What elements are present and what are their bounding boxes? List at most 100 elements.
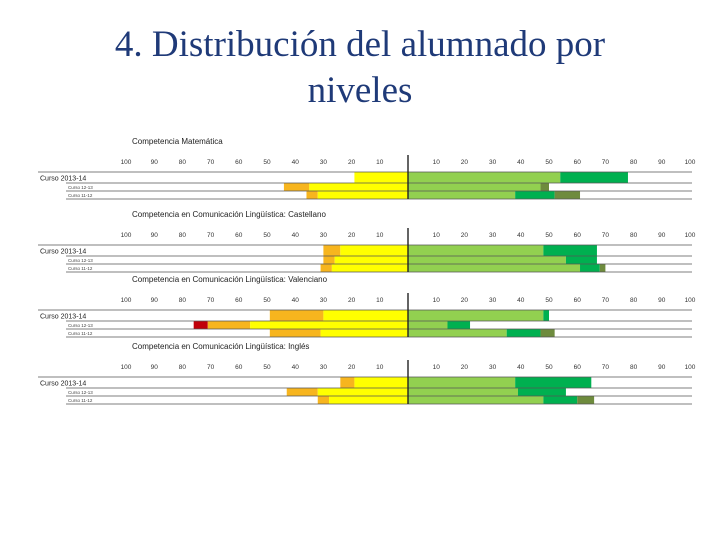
bar-segment	[565, 256, 597, 264]
tick-label: 80	[630, 297, 638, 304]
tick-label: 50	[263, 364, 271, 371]
bar-segment	[323, 245, 341, 256]
bar-segment	[354, 172, 408, 183]
tick-label: 100	[121, 297, 132, 304]
tick-label: 60	[574, 232, 582, 239]
bar-segment	[340, 377, 355, 388]
tick-label: 70	[602, 364, 610, 371]
tick-label: 80	[179, 232, 187, 239]
panel-title: Competencia en Comunicación Lingüística:…	[132, 210, 326, 219]
bar-segment	[560, 172, 628, 183]
row-label: Curso 11-12	[68, 193, 93, 198]
tick-label: 50	[545, 232, 553, 239]
bar-segment	[408, 329, 507, 337]
tick-label: 70	[207, 159, 215, 166]
bar-segment	[408, 191, 516, 199]
tick-label: 10	[376, 297, 384, 304]
bar-segment	[269, 329, 321, 337]
tick-label: 40	[517, 297, 525, 304]
row-label: Curso 2013-14	[40, 176, 86, 183]
tick-label: 30	[489, 232, 497, 239]
tick-label: 90	[658, 364, 666, 371]
row-label: Curso 2013-14	[40, 381, 86, 388]
tick-label: 30	[489, 159, 497, 166]
tick-label: 80	[179, 297, 187, 304]
tick-label: 20	[461, 297, 469, 304]
tick-label: 10	[433, 159, 441, 166]
bar-segment	[331, 264, 408, 272]
tick-label: 100	[685, 364, 696, 371]
tick-label: 20	[461, 159, 469, 166]
tick-label: 100	[685, 232, 696, 239]
tick-label: 30	[320, 159, 328, 166]
tick-label: 40	[292, 232, 300, 239]
row-label: Curso 2013-14	[40, 314, 86, 321]
tick-label: 80	[179, 364, 187, 371]
row-label: Curso 12-13	[68, 323, 93, 328]
row-label: Curso 11-12	[68, 331, 93, 336]
bar-segment	[408, 183, 541, 191]
tick-label: 10	[376, 364, 384, 371]
tick-label: 30	[489, 364, 497, 371]
bar-segment	[577, 396, 595, 404]
bar-segment	[408, 264, 581, 272]
tick-label: 20	[461, 364, 469, 371]
tick-label: 50	[545, 159, 553, 166]
tick-label: 70	[207, 364, 215, 371]
tick-label: 50	[545, 297, 553, 304]
chart-panel: Competencia Matemática 100 90 80 70 60 50 40 30 2…	[38, 137, 696, 200]
tick-label: 40	[292, 159, 300, 166]
row-label: Curso 11-12	[68, 398, 93, 403]
tick-label: 70	[602, 232, 610, 239]
tick-label: 90	[658, 159, 666, 166]
bar-segment	[540, 329, 555, 337]
tick-label: 10	[376, 232, 384, 239]
bar-segment	[334, 256, 408, 264]
tick-label: 50	[263, 159, 271, 166]
bar-segment	[250, 321, 408, 329]
tick-label: 80	[630, 364, 638, 371]
bar-segment	[408, 256, 566, 264]
tick-label: 100	[685, 159, 696, 166]
bar-segment	[408, 396, 544, 404]
bar-segment	[309, 183, 408, 191]
tick-label: 20	[348, 297, 356, 304]
tick-label: 80	[630, 159, 638, 166]
tick-label: 50	[545, 364, 553, 371]
tick-label: 50	[263, 232, 271, 239]
tick-label: 30	[320, 297, 328, 304]
tick-label: 90	[151, 364, 159, 371]
bar-segment	[306, 191, 318, 199]
tick-label: 30	[320, 232, 328, 239]
bar-segment	[317, 388, 408, 396]
tick-label: 20	[461, 232, 469, 239]
bar-segment	[317, 396, 330, 404]
tick-label: 70	[602, 297, 610, 304]
bar-segment	[269, 310, 324, 321]
tick-label: 20	[348, 232, 356, 239]
bar-segment	[317, 191, 408, 199]
bar-segment	[554, 191, 581, 199]
bar-segment	[408, 377, 516, 388]
tick-label: 40	[517, 364, 525, 371]
bar-segment	[543, 310, 549, 321]
tick-label: 30	[320, 364, 328, 371]
bar-segment	[354, 377, 408, 388]
bar-segment	[543, 245, 597, 256]
tick-label: 60	[235, 297, 243, 304]
tick-label: 40	[517, 159, 525, 166]
bar-segment	[408, 310, 544, 321]
tick-label: 90	[151, 232, 159, 239]
tick-label: 20	[348, 364, 356, 371]
tick-label: 90	[658, 232, 666, 239]
tick-label: 60	[574, 364, 582, 371]
bar-segment	[515, 191, 555, 199]
tick-label: 60	[235, 364, 243, 371]
bar-segment	[515, 377, 592, 388]
tick-label: 10	[433, 232, 441, 239]
tick-label: 50	[263, 297, 271, 304]
bar-segment	[599, 264, 606, 272]
bar-segment	[283, 183, 310, 191]
panel-title: Competencia Matemática	[132, 137, 223, 146]
